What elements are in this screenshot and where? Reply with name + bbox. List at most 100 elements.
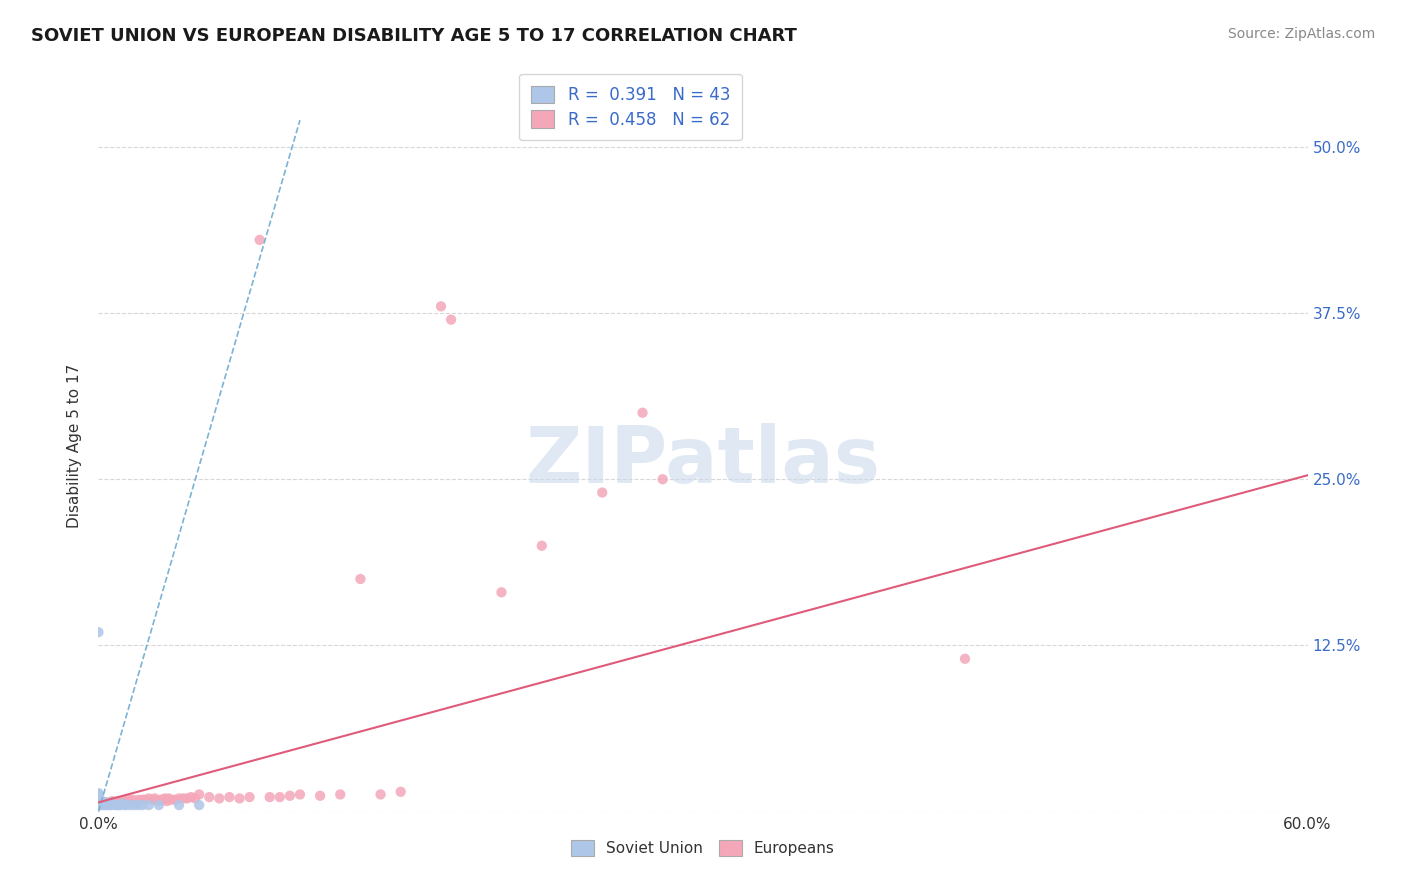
Point — [97, 797, 120, 811]
Point — [188, 798, 211, 813]
Point — [128, 793, 150, 807]
Point — [89, 797, 111, 811]
Point — [172, 791, 194, 805]
Point — [89, 798, 111, 813]
Point — [87, 798, 110, 813]
Point — [953, 652, 976, 666]
Point — [103, 798, 125, 813]
Point — [97, 796, 120, 810]
Point — [114, 794, 136, 808]
Point — [148, 798, 170, 813]
Point — [105, 796, 128, 810]
Point — [87, 791, 110, 805]
Point — [110, 796, 132, 810]
Point — [97, 798, 120, 813]
Point — [309, 789, 332, 803]
Point — [138, 798, 160, 813]
Point — [111, 797, 134, 811]
Point — [89, 796, 111, 810]
Point — [93, 798, 115, 813]
Point — [91, 797, 114, 811]
Point — [87, 790, 110, 805]
Point — [87, 625, 110, 640]
Point — [89, 798, 111, 813]
Point — [156, 794, 179, 808]
Point — [118, 793, 141, 807]
Point — [103, 796, 125, 810]
Point — [96, 797, 118, 811]
Point — [96, 796, 118, 810]
Point — [89, 794, 111, 808]
Point — [440, 312, 463, 326]
Point — [176, 791, 198, 805]
Point — [631, 406, 654, 420]
Point — [96, 798, 118, 813]
Point — [107, 798, 129, 813]
Point — [87, 793, 110, 807]
Y-axis label: Disability Age 5 to 17: Disability Age 5 to 17 — [67, 364, 83, 528]
Point — [132, 793, 155, 807]
Point — [134, 793, 156, 807]
Point — [208, 791, 231, 805]
Point — [93, 796, 115, 810]
Point — [269, 790, 291, 805]
Point — [87, 788, 110, 802]
Text: ZIPatlas: ZIPatlas — [526, 423, 880, 499]
Legend: Soviet Union, Europeans: Soviet Union, Europeans — [565, 834, 841, 863]
Point — [87, 797, 110, 811]
Point — [180, 790, 202, 805]
Point — [278, 789, 301, 803]
Text: Source: ZipAtlas.com: Source: ZipAtlas.com — [1227, 27, 1375, 41]
Point — [111, 794, 134, 808]
Point — [93, 797, 115, 811]
Point — [143, 791, 166, 805]
Point — [152, 793, 174, 807]
Point — [651, 472, 673, 486]
Point — [188, 788, 211, 802]
Point — [100, 796, 122, 810]
Point — [153, 791, 176, 805]
Point — [120, 798, 142, 813]
Point — [121, 793, 143, 807]
Point — [349, 572, 371, 586]
Point — [132, 798, 155, 813]
Point — [89, 793, 111, 807]
Point — [148, 794, 170, 808]
Point — [142, 793, 165, 807]
Point — [107, 794, 129, 808]
Point — [160, 793, 183, 807]
Point — [218, 790, 240, 805]
Point — [105, 798, 128, 813]
Point — [101, 794, 124, 808]
Point — [91, 797, 114, 811]
Point — [228, 791, 250, 805]
Point — [87, 789, 110, 803]
Point — [87, 796, 110, 810]
Point — [91, 796, 114, 810]
Point — [184, 791, 207, 805]
Point — [167, 791, 190, 805]
Point — [124, 798, 146, 813]
Point — [370, 788, 392, 802]
Point — [491, 585, 513, 599]
Point — [114, 798, 136, 813]
Point — [91, 798, 114, 813]
Point — [138, 791, 160, 805]
Point — [100, 798, 122, 813]
Point — [120, 794, 142, 808]
Point — [389, 785, 412, 799]
Point — [149, 793, 172, 807]
Point — [167, 798, 190, 813]
Point — [87, 794, 110, 808]
Text: SOVIET UNION VS EUROPEAN DISABILITY AGE 5 TO 17 CORRELATION CHART: SOVIET UNION VS EUROPEAN DISABILITY AGE … — [31, 27, 797, 45]
Point — [125, 794, 148, 808]
Point — [239, 790, 262, 805]
Point — [163, 793, 186, 807]
Point — [115, 798, 138, 813]
Point — [259, 790, 281, 805]
Point — [530, 539, 553, 553]
Point — [124, 796, 146, 810]
Point — [110, 798, 132, 813]
Point — [115, 796, 138, 810]
Point — [288, 788, 311, 802]
